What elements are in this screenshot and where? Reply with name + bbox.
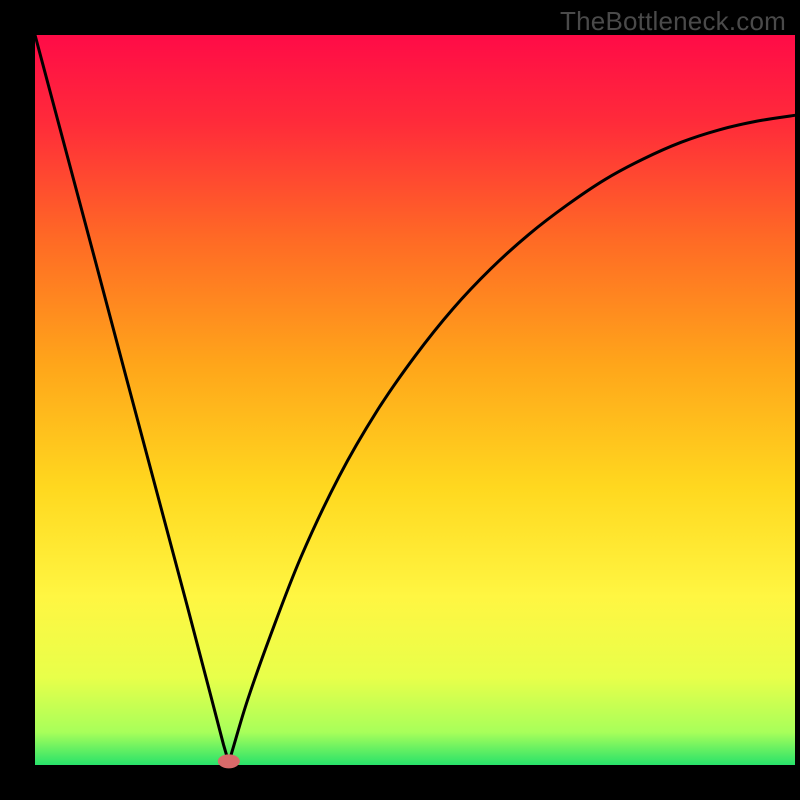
chart-svg — [0, 0, 800, 800]
min-marker — [218, 754, 240, 768]
watermark-label: TheBottleneck.com — [560, 6, 786, 37]
chart-container: TheBottleneck.com — [0, 0, 800, 800]
plot-background — [35, 35, 795, 765]
